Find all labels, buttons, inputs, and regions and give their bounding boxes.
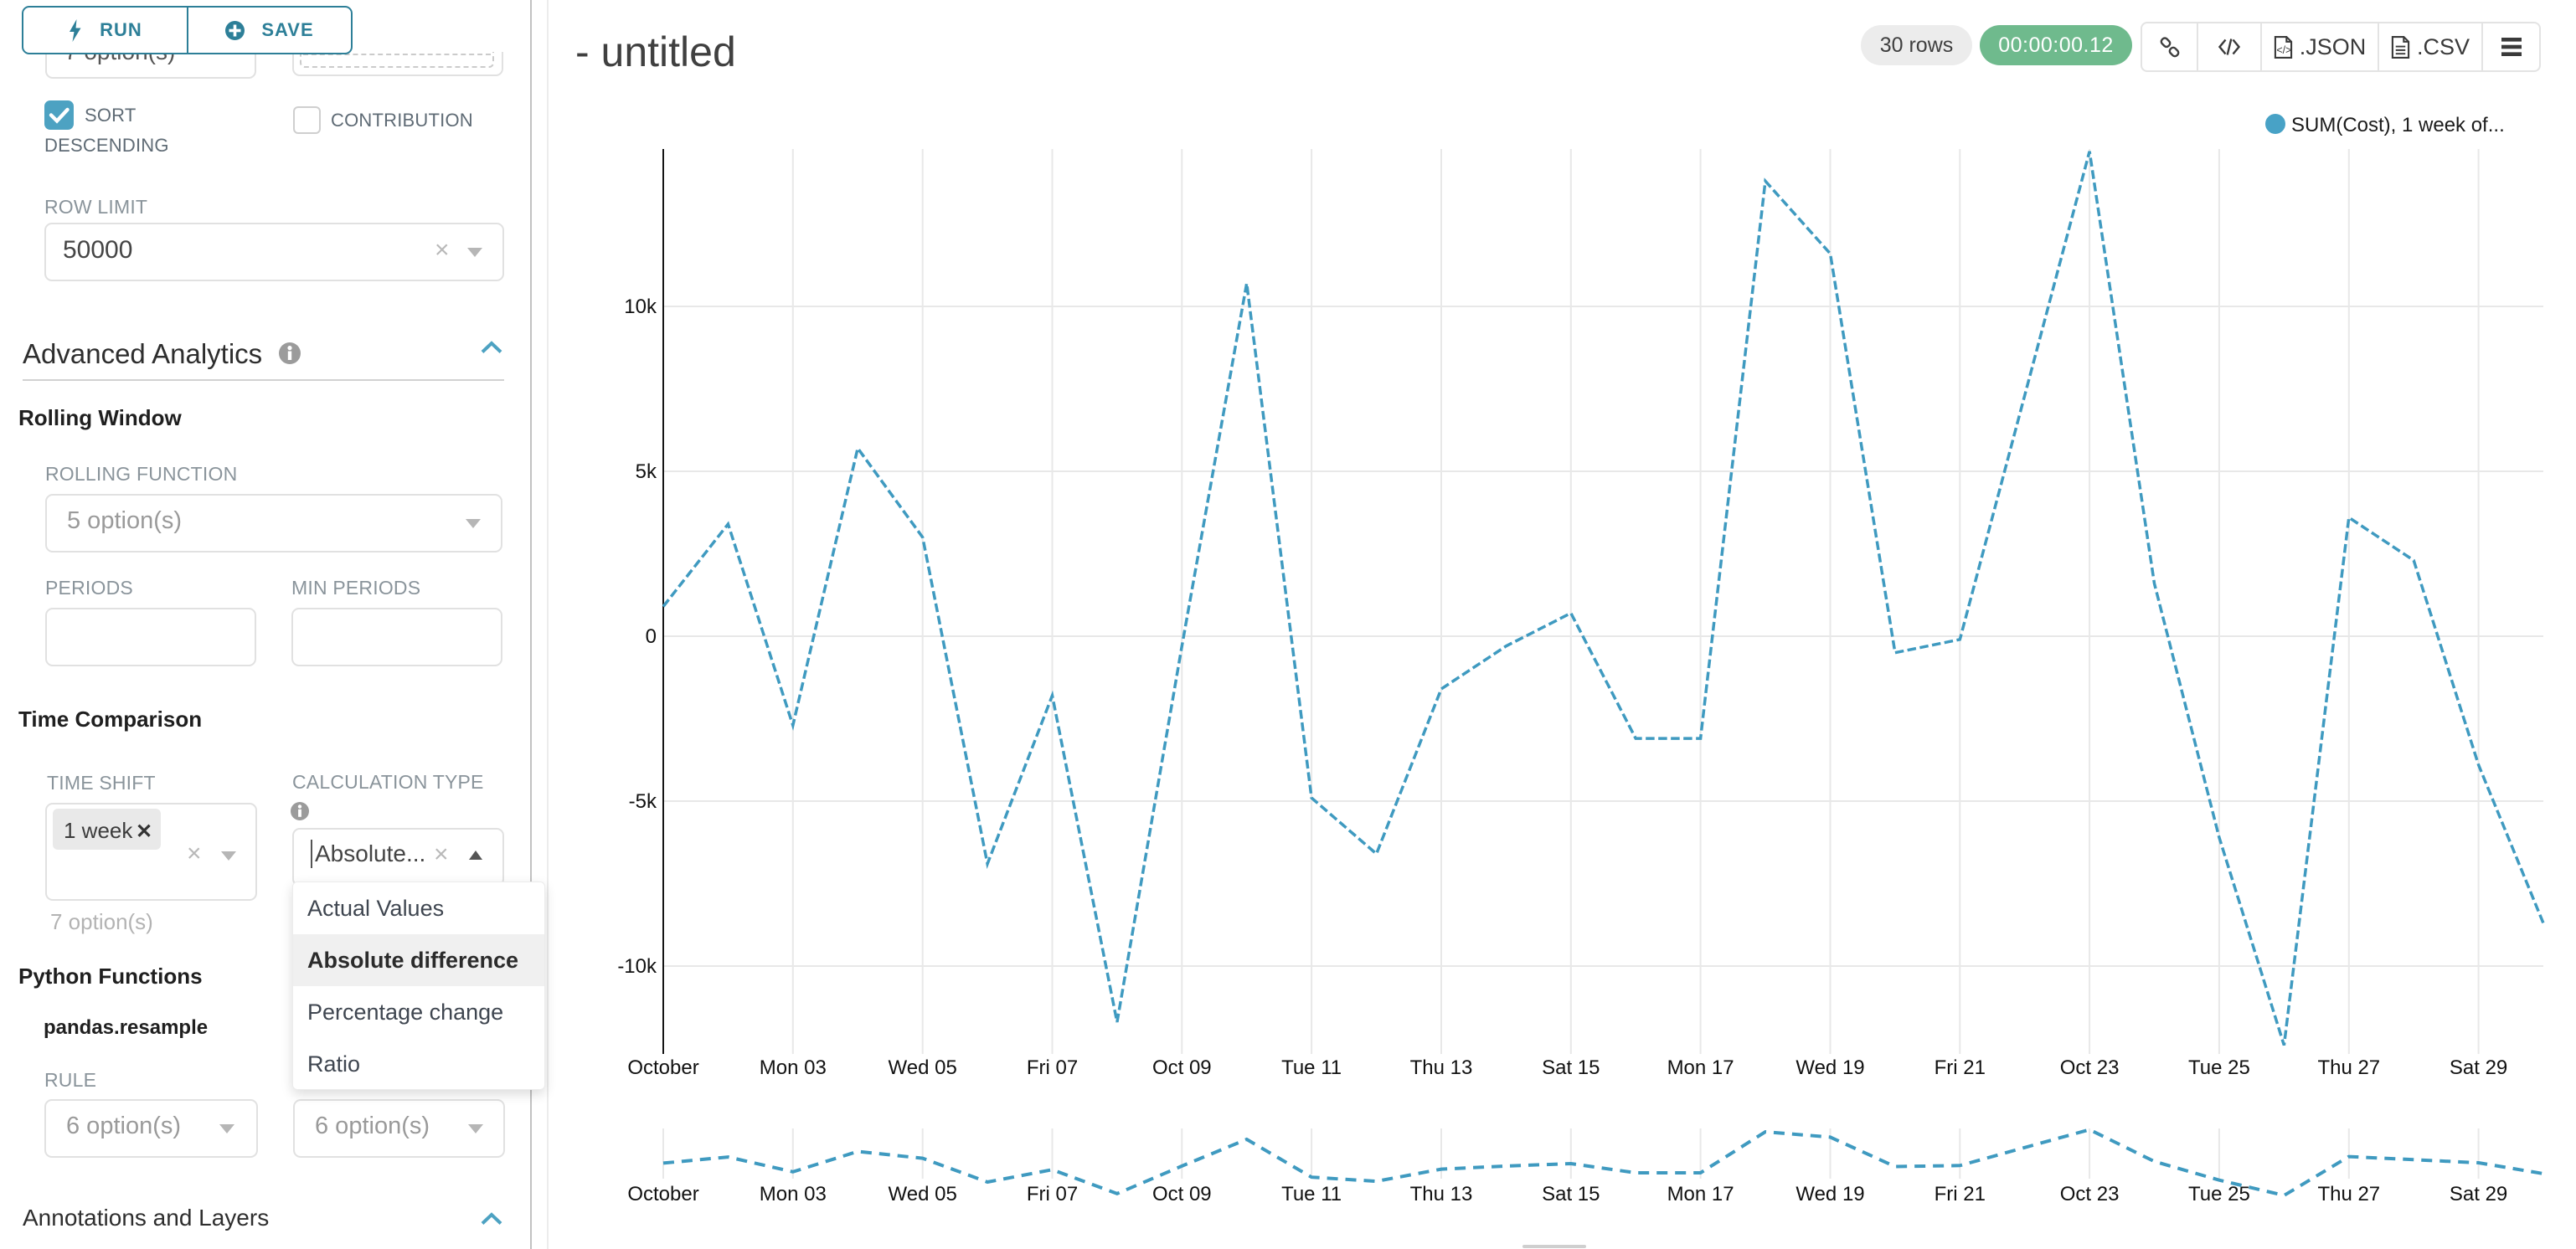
svg-text:Thu 27: Thu 27 [2317, 1183, 2380, 1205]
svg-text:Tue 25: Tue 25 [2188, 1056, 2250, 1079]
svg-text:Mon 17: Mon 17 [1667, 1056, 1734, 1079]
svg-text:Wed 19: Wed 19 [1795, 1183, 1864, 1205]
svg-text:Wed 05: Wed 05 [889, 1056, 957, 1079]
svg-text:Fri 21: Fri 21 [1935, 1056, 1986, 1079]
svg-text:Sat 15: Sat 15 [1542, 1183, 1600, 1205]
svg-text:Mon 03: Mon 03 [760, 1183, 827, 1205]
svg-text:Oct 23: Oct 23 [2060, 1056, 2120, 1079]
svg-text:-5k: -5k [629, 790, 657, 813]
svg-text:Oct 09: Oct 09 [1152, 1056, 1212, 1079]
svg-text:Sat 29: Sat 29 [2450, 1183, 2507, 1205]
svg-text:Sat 15: Sat 15 [1542, 1056, 1600, 1079]
svg-text:10k: 10k [624, 296, 657, 318]
svg-text:Thu 27: Thu 27 [2317, 1056, 2380, 1079]
svg-text:Tue 11: Tue 11 [1281, 1183, 1342, 1205]
svg-text:Fri 21: Fri 21 [1935, 1183, 1986, 1205]
svg-text:Sat 29: Sat 29 [2450, 1056, 2507, 1079]
svg-text:Wed 19: Wed 19 [1795, 1056, 1864, 1079]
svg-text:Oct 09: Oct 09 [1152, 1183, 1212, 1205]
svg-text:Thu 13: Thu 13 [1410, 1183, 1473, 1205]
svg-text:Thu 13: Thu 13 [1410, 1056, 1473, 1079]
svg-text:Oct 23: Oct 23 [2060, 1183, 2120, 1205]
svg-text:Mon 17: Mon 17 [1667, 1183, 1734, 1205]
svg-text:</>: </> [2276, 44, 2291, 56]
svg-text:Mon 03: Mon 03 [760, 1056, 827, 1079]
svg-text:0: 0 [646, 625, 657, 648]
svg-text:Wed 05: Wed 05 [889, 1183, 957, 1205]
svg-text:-10k: -10k [617, 955, 657, 978]
svg-text:October: October [627, 1056, 698, 1079]
svg-text:Tue 11: Tue 11 [1281, 1056, 1342, 1079]
svg-text:Fri 07: Fri 07 [1027, 1056, 1078, 1079]
svg-text:5k: 5k [636, 460, 657, 483]
svg-text:Fri 07: Fri 07 [1027, 1183, 1078, 1205]
svg-text:October: October [627, 1183, 698, 1205]
